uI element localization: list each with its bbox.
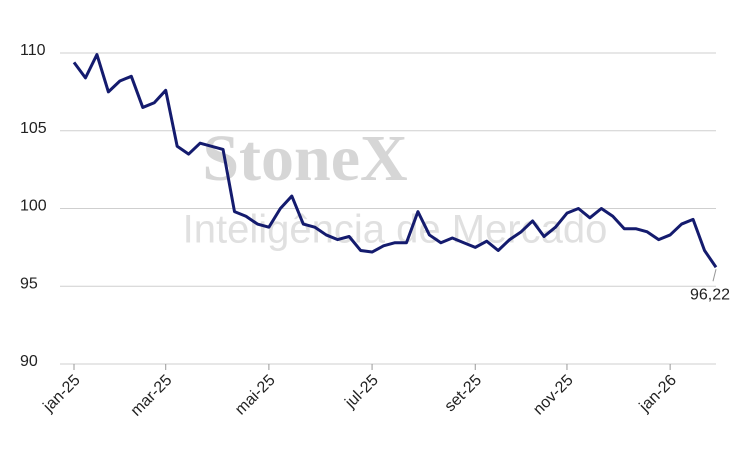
line <box>72 53 718 269</box>
x-tick-label: nov-25 <box>530 372 577 419</box>
label-leader <box>712 269 717 282</box>
x-tick-label: mar-25 <box>128 372 176 420</box>
watermark-subtitle: Inteligência de Mercado <box>183 208 608 252</box>
y-tick-label: 90 <box>20 353 38 370</box>
value-label: 96,22 <box>690 286 730 303</box>
y-tick-label: 100 <box>20 198 47 215</box>
x-tick-label: set-25 <box>442 372 486 416</box>
y-tick-label: 110 <box>20 42 46 59</box>
x-tick-label: mai-25 <box>232 372 279 419</box>
x-tick-label: jul-25 <box>341 372 381 412</box>
x-tick-label: jan-26 <box>636 372 680 416</box>
x-tick-label: jan-25 <box>40 372 84 416</box>
y-tick-label: 95 <box>20 275 38 292</box>
y-tick-label: 105 <box>20 120 47 137</box>
watermark-logo: StoneX <box>202 122 407 195</box>
